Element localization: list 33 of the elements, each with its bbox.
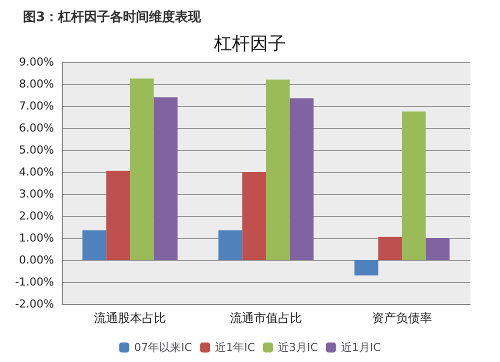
chart-title: 图3：杠杆因子各时间维度表现 bbox=[23, 9, 202, 25]
y-tick-label: 2.00% bbox=[19, 210, 54, 222]
x-tick-label: 资产负债率 bbox=[372, 311, 432, 325]
y-tick-label: -2.00% bbox=[15, 298, 54, 310]
y-tick-label: 9.00% bbox=[19, 56, 54, 68]
legend-label: 近3月IC bbox=[278, 341, 318, 354]
bar bbox=[426, 238, 450, 260]
chart-subtitle: 杠杆因子 bbox=[213, 34, 286, 54]
x-tick-label: 流通股本占比 bbox=[94, 311, 166, 325]
bar bbox=[218, 230, 242, 260]
y-tick-label: 4.00% bbox=[19, 166, 54, 178]
y-tick-label: 1.00% bbox=[19, 232, 54, 244]
y-tick-label: 8.00% bbox=[19, 78, 54, 90]
x-tick-label: 流通市值占比 bbox=[230, 311, 302, 325]
bar bbox=[290, 98, 314, 260]
bar bbox=[82, 230, 106, 260]
bar bbox=[130, 78, 154, 260]
y-tick-label: 0.00% bbox=[19, 254, 54, 266]
bar bbox=[266, 80, 290, 260]
y-tick-label: 6.00% bbox=[19, 122, 54, 134]
bar bbox=[106, 170, 130, 260]
bar bbox=[154, 97, 178, 260]
legend-label: 近1月IC bbox=[340, 341, 382, 354]
y-tick-label: 5.00% bbox=[19, 144, 54, 156]
bar bbox=[354, 260, 378, 276]
legend-label: 07年以来IC bbox=[134, 341, 192, 354]
y-tick-label: 3.00% bbox=[19, 188, 54, 200]
bar bbox=[402, 112, 426, 260]
bar bbox=[378, 236, 402, 260]
legend-label: 近1年IC bbox=[215, 341, 256, 354]
bar bbox=[242, 172, 266, 260]
y-tick-label: -1.00% bbox=[15, 276, 54, 288]
y-tick-label: 7.00% bbox=[19, 100, 54, 112]
